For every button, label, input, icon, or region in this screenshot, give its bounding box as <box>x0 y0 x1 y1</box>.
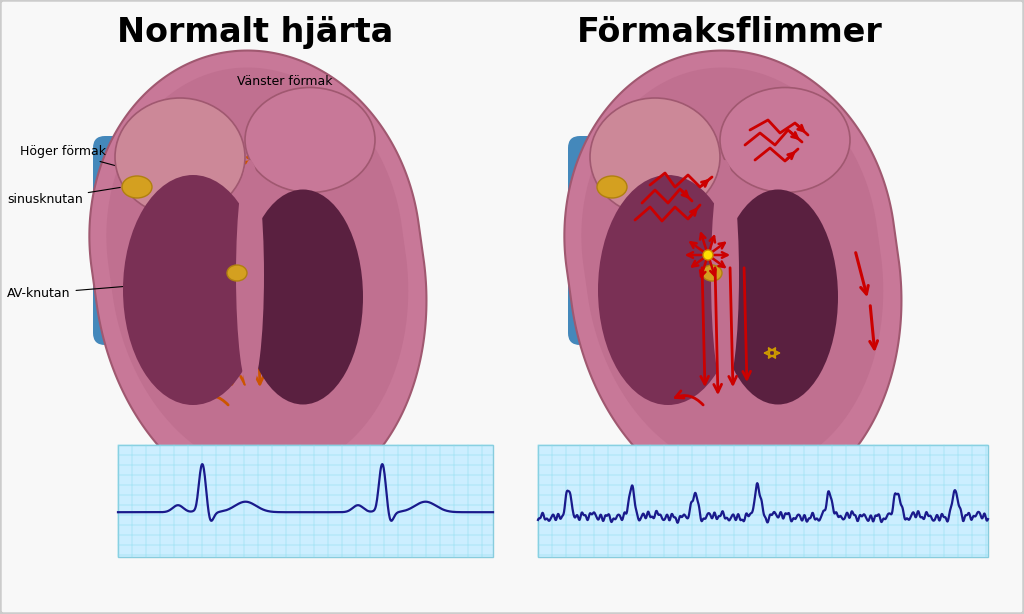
FancyBboxPatch shape <box>538 445 988 557</box>
Polygon shape <box>564 50 901 505</box>
Text: sinusknutan: sinusknutan <box>7 187 120 206</box>
Ellipse shape <box>227 265 247 281</box>
Text: Normalt hjärta: Normalt hjärta <box>117 15 393 49</box>
Ellipse shape <box>711 160 739 390</box>
Ellipse shape <box>243 190 362 405</box>
Ellipse shape <box>245 88 375 193</box>
Ellipse shape <box>122 176 152 198</box>
Polygon shape <box>106 68 409 473</box>
FancyBboxPatch shape <box>118 445 493 557</box>
FancyBboxPatch shape <box>568 136 644 345</box>
Text: Höger förmak: Höger förmak <box>20 145 147 174</box>
Ellipse shape <box>123 175 263 405</box>
Text: Vänster förmak: Vänster förmak <box>238 75 333 144</box>
FancyBboxPatch shape <box>93 136 169 345</box>
Ellipse shape <box>115 98 245 216</box>
Text: Förmaksflimmer: Förmaksflimmer <box>578 15 883 49</box>
Polygon shape <box>582 68 884 473</box>
Text: AV-knutan: AV-knutan <box>7 278 224 300</box>
Ellipse shape <box>702 265 722 281</box>
Ellipse shape <box>236 160 264 390</box>
Ellipse shape <box>598 175 738 405</box>
Ellipse shape <box>720 88 850 193</box>
Polygon shape <box>89 50 426 505</box>
Ellipse shape <box>703 250 713 260</box>
Ellipse shape <box>590 98 720 216</box>
Ellipse shape <box>718 190 838 405</box>
Ellipse shape <box>597 176 627 198</box>
